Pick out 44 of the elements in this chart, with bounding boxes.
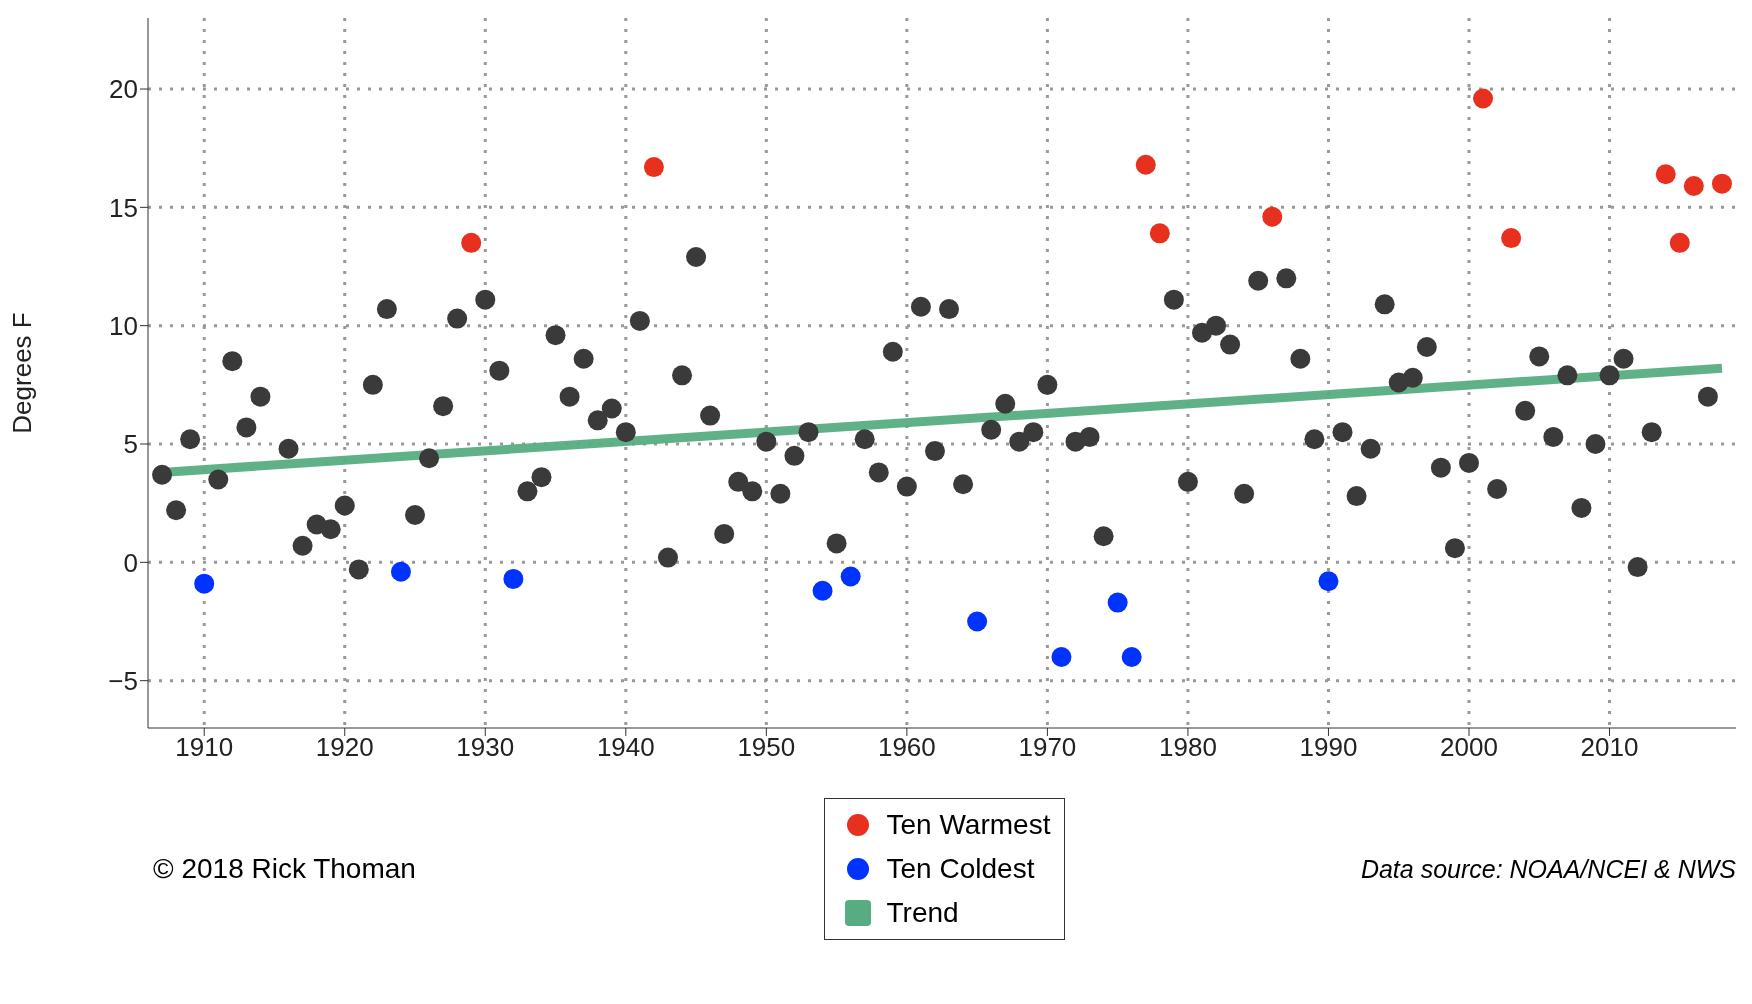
y-tick-label: −5 — [108, 665, 138, 696]
text: © 2018 Rick Thoman — [153, 853, 417, 885]
point — [1669, 232, 1690, 253]
legend-label: Ten Coldest — [886, 853, 1035, 885]
point — [1262, 206, 1283, 227]
y-tick-label: 5 — [123, 429, 138, 460]
point — [812, 580, 833, 601]
point — [1711, 173, 1732, 194]
point — [1473, 88, 1494, 109]
point — [1683, 176, 1704, 197]
point — [840, 566, 861, 587]
legend-label: Trend — [886, 897, 959, 929]
x-tick-label: 1920 — [315, 732, 374, 763]
x-tick-label: 1960 — [877, 732, 936, 763]
legend-label: Ten Warmest — [886, 809, 1051, 841]
y-tick-label: 10 — [109, 310, 138, 341]
source-note: Data source: NOAA/NCEI & NWS — [1359, 854, 1736, 884]
y-tick-label: 20 — [109, 74, 138, 105]
point — [390, 561, 411, 582]
point — [1655, 164, 1676, 185]
point — [643, 157, 664, 178]
x-tick-label: 1970 — [1018, 732, 1077, 763]
x-tick-label: 1990 — [1299, 732, 1358, 763]
point — [1135, 154, 1156, 175]
point — [503, 568, 524, 589]
y-tick-label: 15 — [109, 192, 138, 223]
point — [194, 573, 215, 594]
x-tick-label: 1940 — [596, 732, 655, 763]
point — [461, 232, 482, 253]
point — [1107, 592, 1128, 613]
point — [1149, 223, 1170, 244]
x-tick-label: 1980 — [1159, 732, 1217, 763]
x-tick-label: 2000 — [1440, 732, 1498, 763]
y-tick-label: 0 — [123, 547, 138, 578]
x-tick-label: 1910 — [175, 732, 234, 763]
point — [1121, 647, 1142, 667]
y-axis-title: Degrees F — [7, 312, 38, 434]
x-tick-label: 2010 — [1580, 732, 1639, 763]
point — [1051, 647, 1072, 667]
x-tick-label: 1930 — [456, 732, 515, 763]
x-tick-label: 1950 — [737, 732, 796, 763]
point — [1318, 571, 1339, 592]
point — [967, 611, 988, 632]
point — [1501, 228, 1522, 249]
